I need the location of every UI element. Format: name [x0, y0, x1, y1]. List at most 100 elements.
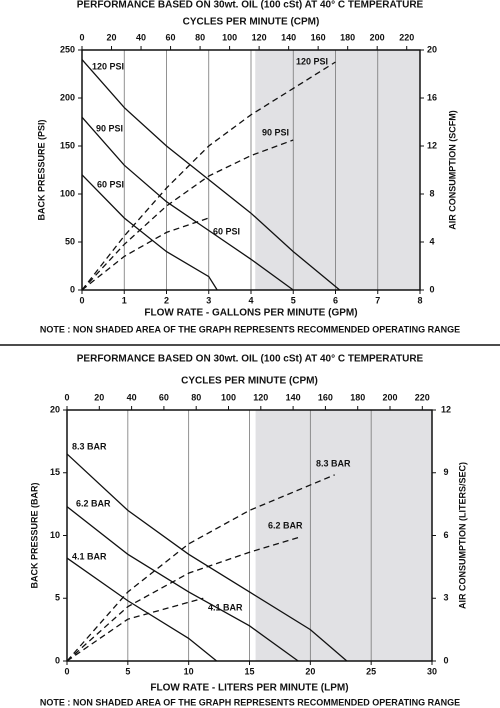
y-axis-label: BACK PRESSURE (BAR) — [29, 482, 39, 588]
series-label: 4.1 BAR — [208, 602, 243, 612]
x2-tick-label: 140 — [286, 392, 301, 402]
x2-tick-label: 20 — [107, 32, 117, 42]
x2-tick-label: 200 — [370, 32, 385, 42]
x2-tick-label: 180 — [350, 392, 365, 402]
y-tick-label: 250 — [60, 44, 75, 54]
series-label: 120 PSI — [296, 56, 328, 66]
y-axis-label: BACK PRESSURE (PSI) — [36, 119, 46, 220]
x2-tick-label: 80 — [191, 392, 201, 402]
dashed-line — [81, 217, 209, 291]
y-tick-label: 200 — [60, 92, 75, 102]
x-tick-label: 1 — [122, 295, 127, 305]
y-tick-label: 10 — [50, 530, 60, 540]
y-tick-label: 5 — [55, 593, 60, 603]
x2-tick-label: 0 — [79, 32, 84, 42]
x2-tick-label: 100 — [222, 32, 237, 42]
x-tick-label: 15 — [244, 666, 254, 676]
shaded-region — [255, 50, 420, 290]
y-tick-label: 0 — [55, 655, 60, 665]
series-label: 60 PSI — [213, 226, 240, 236]
y-tick-label: 15 — [50, 467, 60, 477]
series-label: 60 PSI — [97, 179, 124, 189]
line — [66, 557, 218, 662]
line — [81, 116, 294, 291]
x-tick-label: 8 — [417, 295, 422, 305]
x2-axis-label: CYCLES PER MINUTE (CPM) — [181, 376, 318, 387]
x2-tick-label: 200 — [382, 392, 397, 402]
chart-title: PERFORMANCE BASED ON 30wt. OIL (100 cSt)… — [77, 354, 424, 365]
x-tick-label: 10 — [184, 666, 194, 676]
x-tick-label: 3 — [206, 295, 211, 305]
y2-tick-label: 0 — [429, 284, 434, 294]
x2-tick-label: 140 — [281, 32, 296, 42]
x-tick-label: 5 — [291, 295, 296, 305]
y-tick-label: 0 — [70, 284, 75, 294]
x2-tick-label: 60 — [166, 32, 176, 42]
x-tick-label: 2 — [164, 295, 169, 305]
y2-axis-label: AIR CONSUMPTION (LITERS/SEC) — [457, 462, 467, 609]
y2-tick-label: 4 — [429, 236, 434, 246]
series-label: 8.3 BAR — [72, 441, 107, 451]
x2-tick-label: 0 — [64, 392, 69, 402]
x2-tick-label: 100 — [221, 392, 236, 402]
x2-tick-label: 220 — [399, 32, 414, 42]
y-tick-label: 100 — [60, 188, 75, 198]
y2-tick-label: 20 — [427, 44, 437, 54]
note: NOTE : NON SHADED AREA OF THE GRAPH REPR… — [40, 697, 460, 707]
y2-tick-label: 16 — [427, 92, 437, 102]
series-label: 120 PSI — [92, 61, 124, 71]
chart-title: PERFORMANCE BASED ON 30wt. OIL (100 cSt)… — [77, 0, 424, 11]
x2-axis-label: CYCLES PER MINUTE (CPM) — [183, 17, 320, 28]
y2-tick-label: 3 — [443, 593, 448, 603]
series-label: 4.1 BAR — [72, 551, 107, 561]
x2-tick-label: 220 — [415, 392, 430, 402]
x-tick-label: 4 — [248, 295, 253, 305]
x2-tick-label: 120 — [253, 392, 268, 402]
x-tick-label: 6 — [333, 295, 338, 305]
x-tick-label: 25 — [366, 666, 376, 676]
y2-tick-label: 0 — [443, 655, 448, 665]
x-tick-label: 30 — [427, 666, 437, 676]
x-axis-label: FLOW RATE - GALLONS PER MINUTE (GPM) — [144, 308, 357, 319]
shaded-region — [255, 410, 432, 661]
plot-frame — [66, 409, 433, 662]
x2-tick-label: 160 — [311, 32, 326, 42]
y2-tick-label: 6 — [443, 530, 448, 540]
x-tick-label: 7 — [375, 295, 380, 305]
x2-tick-label: 160 — [318, 392, 333, 402]
y-tick-label: 20 — [50, 404, 60, 414]
dashed-line — [81, 61, 336, 291]
y2-tick-label: 12 — [441, 404, 451, 414]
series-label: 6.2 BAR — [268, 520, 303, 530]
series-label: 8.3 BAR — [316, 458, 351, 468]
series-label: 90 PSI — [262, 127, 289, 137]
x2-tick-label: 180 — [340, 32, 355, 42]
y2-tick-label: 9 — [443, 467, 448, 477]
x-tick-label: 20 — [305, 666, 315, 676]
dashed-line — [66, 597, 204, 662]
x-tick-label: 5 — [125, 666, 130, 676]
x2-tick-label: 40 — [127, 392, 137, 402]
y-tick-label: 150 — [60, 140, 75, 150]
y-tick-label: 50 — [65, 236, 75, 246]
x2-tick-label: 80 — [195, 32, 205, 42]
x2-tick-label: 40 — [136, 32, 146, 42]
line — [81, 59, 341, 291]
x2-tick-label: 120 — [252, 32, 267, 42]
line — [66, 506, 299, 662]
dashed-line — [81, 139, 294, 291]
note: NOTE : NON SHADED AREA OF THE GRAPH REPR… — [40, 324, 460, 334]
y2-tick-label: 8 — [429, 188, 434, 198]
x-tick-label: 0 — [64, 666, 69, 676]
series-label: 6.2 BAR — [76, 498, 111, 508]
dashed-line — [66, 536, 299, 662]
x2-tick-label: 60 — [159, 392, 169, 402]
line — [81, 174, 218, 291]
series-label: 90 PSI — [96, 123, 123, 133]
dashed-line — [66, 474, 335, 662]
x-tick-label: 0 — [79, 295, 84, 305]
plot-frame — [81, 49, 421, 291]
x2-tick-label: 20 — [94, 392, 104, 402]
y2-tick-label: 12 — [427, 140, 437, 150]
